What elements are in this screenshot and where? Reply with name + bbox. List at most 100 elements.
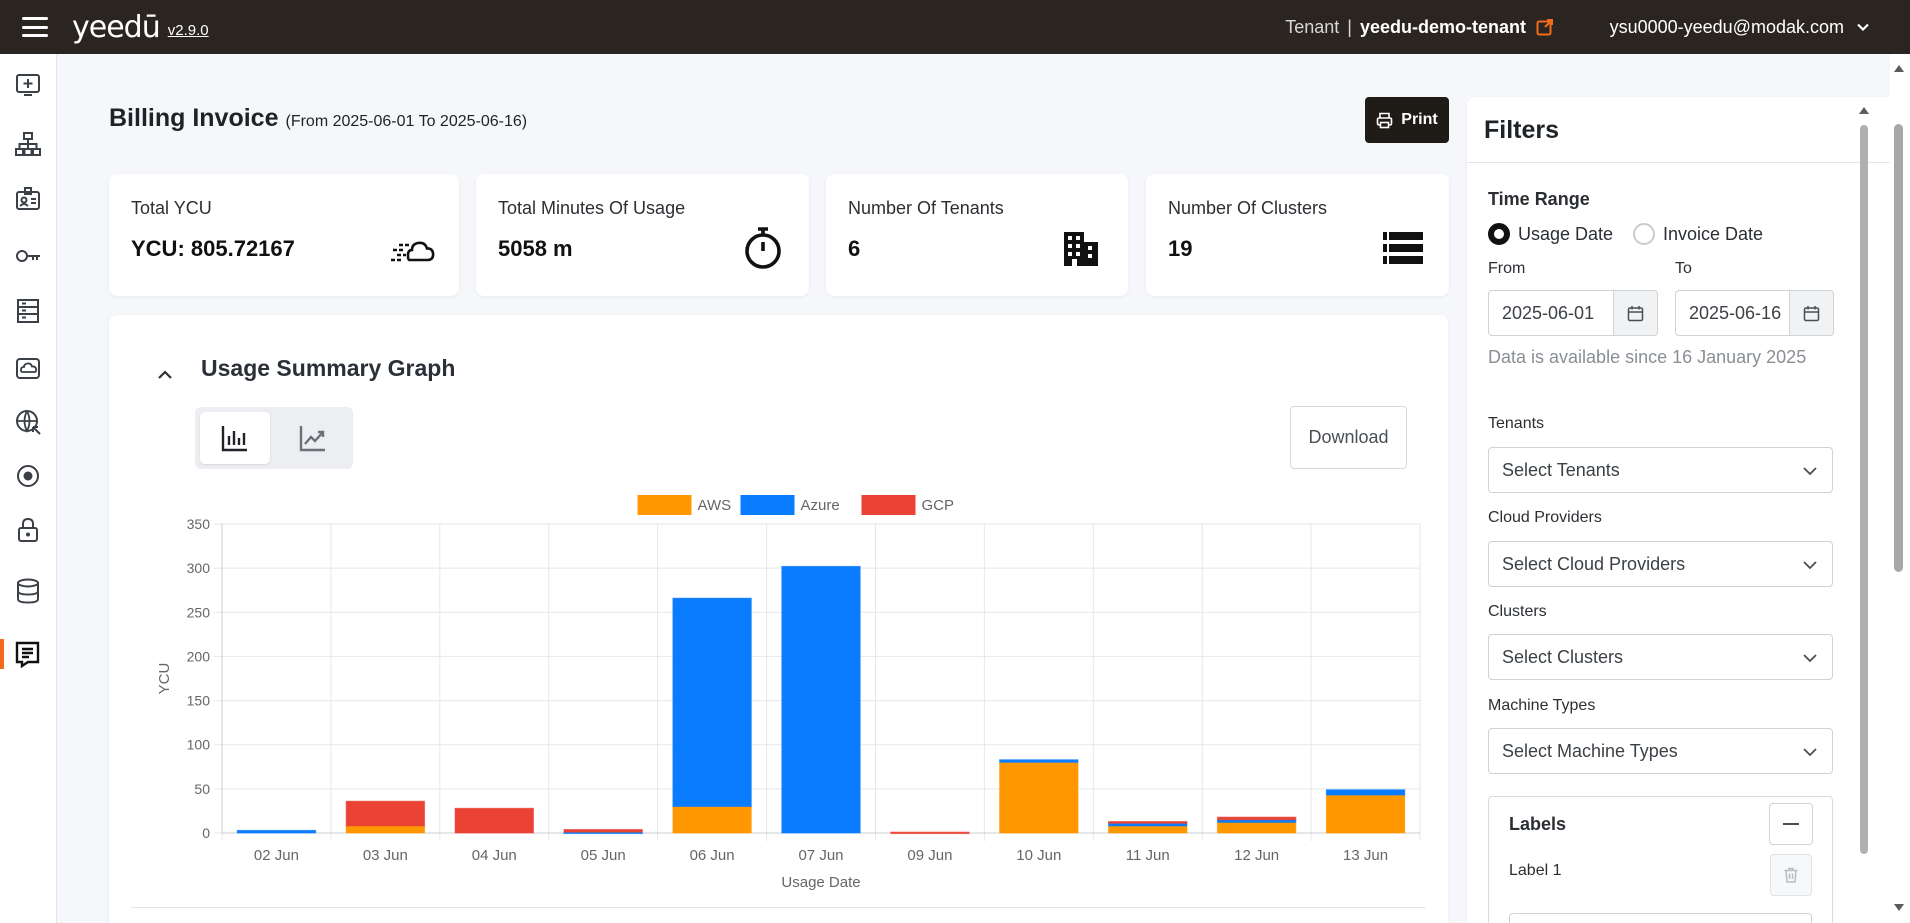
card-title: Total YCU <box>131 198 212 218</box>
filters-header: Filters <box>1467 97 1910 163</box>
legend-label-aws: AWS <box>698 497 732 514</box>
globe-network-icon[interactable] <box>14 408 42 436</box>
bar-aws-12-jun <box>1216 821 1297 834</box>
data-availability-note: Data is available since 16 January 2025 <box>1488 347 1807 367</box>
chevron-down-icon <box>1803 561 1817 570</box>
radio-unchecked-icon[interactable] <box>1633 223 1655 245</box>
scroll-down-arrow-icon[interactable] <box>1894 904 1904 912</box>
building-rack-icon[interactable] <box>14 297 42 325</box>
sitemap-icon[interactable] <box>14 130 42 158</box>
usage-date-radio[interactable]: Usage Date <box>1488 223 1613 245</box>
scroll-up-arrow-icon[interactable] <box>1894 64 1904 72</box>
clusters-count-card: Number Of Clusters 19 <box>1146 174 1449 296</box>
bar-aws-11-jun <box>1108 825 1188 834</box>
billing-receipt-icon[interactable] <box>14 640 42 669</box>
radio-checked-icon[interactable] <box>1488 223 1510 245</box>
bar-azure-10-jun <box>999 759 1079 763</box>
download-button[interactable]: Download <box>1290 406 1407 469</box>
to-calendar-button[interactable] <box>1790 290 1834 336</box>
chevron-down-icon[interactable] <box>1856 20 1870 34</box>
machine-types-label: Machine Types <box>1488 697 1596 714</box>
total-ycu-card: Total YCU YCU: 805.72167 <box>109 174 459 296</box>
cloud-providers-placeholder: Select Cloud Providers <box>1502 553 1686 574</box>
x-tick-label: 06 Jun <box>690 847 735 864</box>
bar-azure-07-jun <box>781 565 861 834</box>
collapse-labels-button[interactable] <box>1769 803 1813 845</box>
bar-azure-02-jun <box>236 829 317 834</box>
x-tick-label: 11 Jun <box>1126 847 1170 864</box>
label-1-input[interactable] <box>1509 913 1812 923</box>
user-email[interactable]: ysu0000-yeedu@modak.com <box>1609 16 1844 37</box>
version-link[interactable]: v2.9.0 <box>167 21 209 39</box>
top-navbar: yeedū v2.9.0 Tenant | yeedu-demo-tenant … <box>0 0 1910 54</box>
page-scroll-thumb[interactable] <box>1894 124 1903 572</box>
from-date-input[interactable]: 2025-06-01 <box>1488 290 1614 336</box>
invoice-date-label: Invoice Date <box>1663 223 1764 244</box>
bar-aws-06-jun <box>672 806 752 834</box>
cloud-providers-select[interactable]: Select Cloud Providers <box>1488 541 1833 587</box>
tenants-select[interactable]: Select Tenants <box>1488 447 1833 493</box>
machine-types-select[interactable]: Select Machine Types <box>1488 728 1833 774</box>
print-button[interactable]: Print <box>1365 97 1449 143</box>
invoice-date-radio[interactable]: Invoice Date <box>1633 223 1763 245</box>
printer-icon <box>1376 112 1393 128</box>
y-tick-label: 0 <box>202 825 210 841</box>
cloud-box-icon[interactable] <box>14 354 42 382</box>
active-nav-indicator <box>0 639 4 669</box>
minus-icon <box>1783 823 1799 825</box>
legend-label-azure: Azure <box>801 497 840 514</box>
filters-title: Filters <box>1484 116 1560 144</box>
server-list-icon <box>1383 232 1423 264</box>
calendar-icon <box>1803 305 1820 321</box>
delete-label-button[interactable] <box>1770 854 1812 896</box>
legend-swatch-azure <box>740 495 795 515</box>
card-value: 19 <box>1168 236 1193 261</box>
tenant-separator: | <box>1347 16 1352 37</box>
calendar-icon <box>1627 305 1644 321</box>
tenants-count-card: Number Of Tenants 6 <box>826 174 1128 296</box>
tenant-name[interactable]: yeedu-demo-tenant <box>1359 16 1526 37</box>
filters-scrollbar[interactable] <box>1858 104 1872 923</box>
y-tick-label: 200 <box>187 648 211 664</box>
bar-azure-13-jun <box>1325 789 1406 796</box>
filters-scroll-thumb[interactable] <box>1860 125 1868 854</box>
clusters-select[interactable]: Select Clusters <box>1488 634 1833 680</box>
lock-icon[interactable] <box>14 516 42 544</box>
fast-cloud-icon <box>391 241 435 262</box>
external-link-icon[interactable] <box>1536 18 1554 36</box>
id-card-icon[interactable] <box>14 185 42 213</box>
chevron-up-icon[interactable] <box>155 365 175 385</box>
user-menu[interactable]: ysu0000-yeedu@modak.com <box>1610 0 1870 54</box>
y-tick-label: 150 <box>187 693 211 709</box>
legend-swatch-gcp <box>861 495 916 515</box>
y-tick-label: 300 <box>187 560 211 576</box>
bar-gcp-11-jun <box>1108 821 1188 824</box>
bar-gcp-12-jun <box>1216 816 1297 821</box>
add-workspace-icon[interactable] <box>14 71 42 99</box>
stopwatch-icon <box>745 227 781 269</box>
machine-types-placeholder: Select Machine Types <box>1502 740 1678 761</box>
from-calendar-button[interactable] <box>1614 290 1658 336</box>
card-title: Number Of Clusters <box>1168 198 1328 218</box>
app-logo: yeedū <box>72 9 161 45</box>
database-icon[interactable] <box>14 577 42 605</box>
clusters-placeholder: Select Clusters <box>1502 646 1624 667</box>
target-icon[interactable] <box>14 462 42 490</box>
x-tick-label: 04 Jun <box>472 847 517 864</box>
usage-bar-chart: 0 50 100 150 200 250 300 350 02 Jun 03 Jun 04 Jun 0… <box>156 495 1421 891</box>
key-icon[interactable] <box>14 242 42 270</box>
labels-section: Labels Label 1 <box>1488 796 1833 923</box>
hamburger-menu-icon[interactable] <box>22 17 48 37</box>
x-tick-label: 13 Jun <box>1343 847 1388 864</box>
x-tick-label: 03 Jun <box>363 847 408 864</box>
to-date-input[interactable]: 2025-06-16 <box>1675 290 1790 336</box>
x-tick-label: 10 Jun <box>1016 847 1061 864</box>
scroll-up-arrow-icon[interactable] <box>1859 106 1869 114</box>
total-minutes-card: Total Minutes Of Usage 5058 m <box>476 174 809 296</box>
bar-chart-toggle[interactable] <box>200 412 270 464</box>
page-scrollbar[interactable] <box>1890 54 1910 923</box>
line-chart-toggle[interactable] <box>278 412 348 464</box>
y-tick-label: 250 <box>187 604 211 620</box>
bar-gcp-05-jun <box>563 828 643 833</box>
x-tick-label: 05 Jun <box>581 847 626 864</box>
